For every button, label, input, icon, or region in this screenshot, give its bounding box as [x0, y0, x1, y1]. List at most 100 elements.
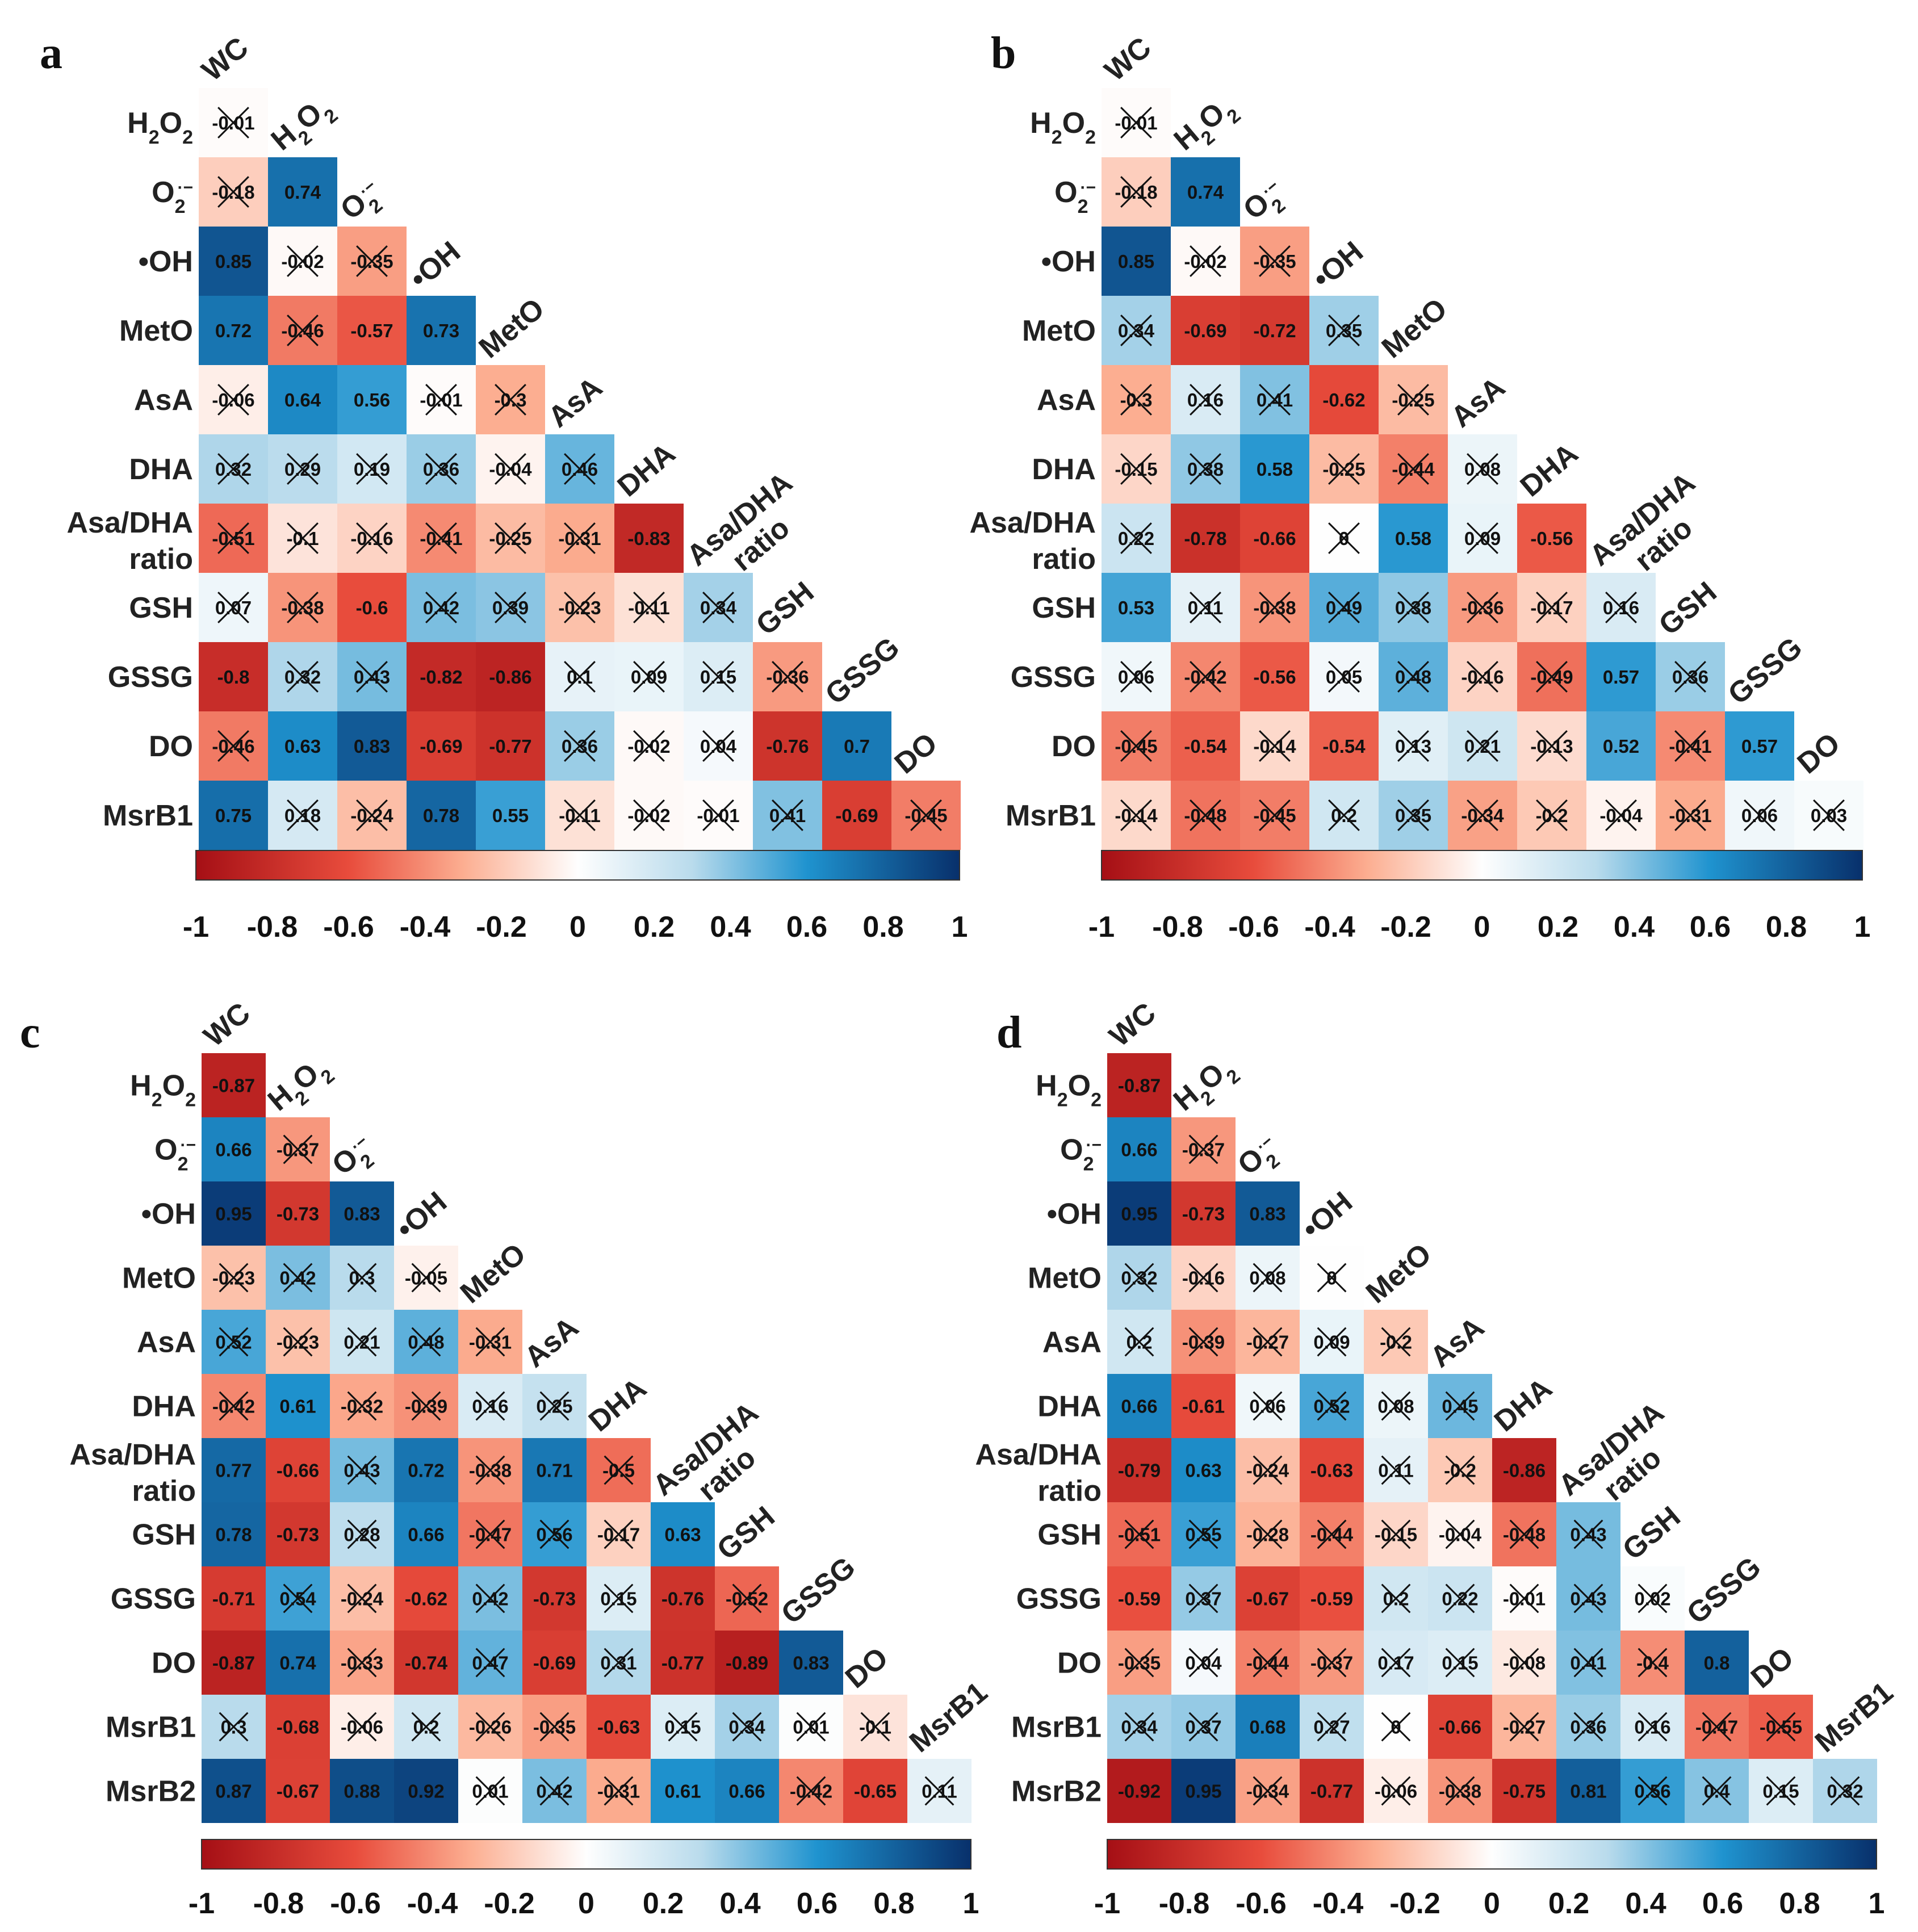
- nonsignificant-cross: [1445, 1648, 1475, 1678]
- nonsignificant-cross: [411, 1327, 441, 1357]
- nonsignificant-cross: [356, 245, 388, 277]
- nonsignificant-cross: [1259, 799, 1291, 831]
- nonsignificant-cross: [287, 661, 319, 693]
- panel-a: a-0.01-0.180.740.85-0.02-0.350.72-0.46-0…: [40, 28, 968, 944]
- nonsignificant-cross: [604, 1583, 634, 1614]
- col-label-group: DHA: [1488, 1372, 1559, 1438]
- nonsignificant-cross: [604, 1455, 634, 1485]
- heatmap-cell: [476, 781, 545, 850]
- heatmap-cell: [522, 1438, 587, 1502]
- nonsignificant-cross: [1253, 1519, 1283, 1549]
- row-label: •OH: [1047, 1198, 1102, 1231]
- cell-value-label: 0.63: [284, 736, 321, 757]
- nonsignificant-cross: [411, 1712, 441, 1742]
- row-label: DO: [1052, 730, 1096, 763]
- heatmap-cell: [337, 573, 407, 642]
- cell-value-label: 0.55: [492, 805, 529, 826]
- nonsignificant-cross: [1190, 661, 1221, 693]
- cell-value-label: -0.73: [277, 1204, 319, 1225]
- nonsignificant-cross: [1317, 1519, 1347, 1549]
- cell-value-label: -0.74: [405, 1653, 448, 1674]
- nonsignificant-cross: [495, 592, 526, 623]
- cell-value-label: 0.78: [215, 1524, 252, 1545]
- col-label: AsA: [1424, 1311, 1490, 1374]
- cell-value-label: 0.57: [1741, 736, 1778, 757]
- nonsignificant-cross: [1445, 1391, 1475, 1421]
- colorbar-tick-label: 0.6: [797, 1887, 837, 1920]
- colorbar-tick-label: -0.2: [476, 911, 527, 944]
- nonsignificant-cross: [564, 453, 596, 485]
- nonsignificant-cross: [217, 176, 249, 208]
- nonsignificant-cross: [539, 1712, 569, 1742]
- nonsignificant-cross: [1124, 1712, 1154, 1742]
- cell-value-label: 0.85: [215, 251, 252, 272]
- col-label: •OH: [1306, 235, 1370, 295]
- heatmap-cell: [651, 1631, 715, 1695]
- heatmap-cell: [1102, 573, 1171, 642]
- nonsignificant-cross: [1328, 315, 1360, 346]
- panel-letter: d: [996, 1008, 1022, 1058]
- heatmap-cell: [202, 1053, 266, 1117]
- nonsignificant-cross: [668, 1712, 698, 1742]
- colorbar-tick-label: 0.6: [1702, 1887, 1743, 1920]
- nonsignificant-cross: [1190, 799, 1221, 831]
- nonsignificant-cross: [1445, 1776, 1475, 1806]
- col-label-group: WC: [1099, 31, 1158, 87]
- nonsignificant-cross: [1328, 661, 1360, 693]
- nonsignificant-cross: [475, 1327, 505, 1357]
- nonsignificant-cross: [411, 1391, 441, 1421]
- nonsignificant-cross: [1120, 453, 1152, 485]
- row-label: MsrB2: [1011, 1775, 1102, 1808]
- nonsignificant-cross: [1120, 661, 1152, 693]
- cell-value-label: -0.66: [1439, 1717, 1481, 1738]
- row-label: AsA: [1037, 384, 1096, 417]
- nonsignificant-cross: [1253, 1776, 1283, 1806]
- col-label: H2O2: [265, 90, 342, 164]
- cell-value-label: -0.87: [1118, 1075, 1161, 1096]
- nonsignificant-cross: [1509, 1712, 1539, 1742]
- nonsignificant-cross: [1317, 1327, 1347, 1357]
- col-label-group: GSH: [1617, 1500, 1687, 1566]
- heatmap-cell: [330, 1759, 394, 1823]
- col-label-group: WC: [198, 996, 257, 1053]
- nonsignificant-cross: [1188, 1712, 1218, 1742]
- cell-value-label: -0.86: [1503, 1460, 1546, 1481]
- nonsignificant-cross: [1328, 592, 1360, 623]
- cell-value-label: 0.83: [354, 736, 390, 757]
- heatmap-cell: [476, 642, 545, 711]
- row-label: •OH: [139, 245, 193, 278]
- nonsignificant-cross: [702, 592, 734, 623]
- nonsignificant-cross: [1467, 453, 1498, 485]
- col-label: DO: [839, 1641, 894, 1695]
- cell-value-label: -0.59: [1310, 1589, 1353, 1610]
- heatmap-cell: [1102, 227, 1171, 296]
- nonsignificant-cross: [1253, 1455, 1283, 1485]
- nonsignificant-cross: [1328, 522, 1360, 554]
- heatmap-cell: [199, 642, 268, 711]
- cell-value-label: -0.69: [1184, 320, 1226, 341]
- heatmap-cell: [202, 1631, 266, 1695]
- cell-value-label: -0.77: [489, 736, 531, 757]
- row-label: •OH: [141, 1198, 196, 1231]
- nonsignificant-cross: [356, 522, 388, 554]
- col-label-group: •OH: [1296, 1185, 1359, 1246]
- cell-value-label: 0.63: [664, 1524, 701, 1545]
- heatmap-cell: [822, 711, 891, 781]
- nonsignificant-cross: [1573, 1583, 1603, 1614]
- colorbar-tick-label: 0.6: [1690, 911, 1731, 944]
- nonsignificant-cross: [1467, 592, 1498, 623]
- heatmap-cell: [1300, 1566, 1364, 1631]
- nonsignificant-cross: [217, 730, 249, 762]
- heatmap-cell: [1171, 1374, 1236, 1438]
- col-label-group: •OH: [1306, 235, 1370, 295]
- heatmap-cell: [522, 1566, 587, 1631]
- col-label-group: GSH: [750, 576, 820, 642]
- colorbar-tick-label: -1: [183, 911, 209, 944]
- nonsignificant-cross: [539, 1519, 569, 1549]
- nonsignificant-cross: [1120, 107, 1152, 139]
- col-label: AsA: [1445, 371, 1511, 434]
- heatmap-cell: [1107, 1181, 1171, 1246]
- row-label: ratio: [1037, 1475, 1102, 1508]
- heatmap-cell: [330, 1181, 394, 1246]
- nonsignificant-cross: [425, 453, 457, 485]
